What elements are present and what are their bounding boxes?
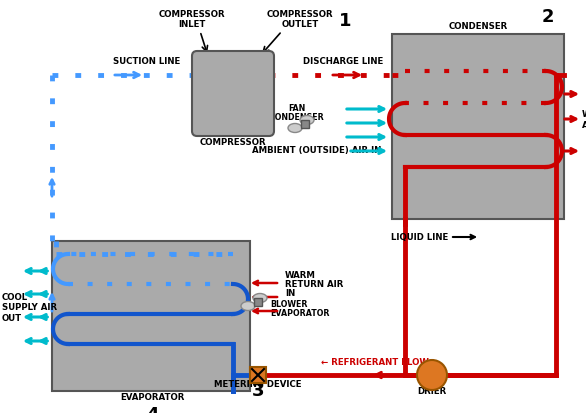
Ellipse shape <box>241 302 255 311</box>
Text: AMBIENT (OUTSIDE) AIR IN: AMBIENT (OUTSIDE) AIR IN <box>252 145 381 154</box>
Text: ← REFRIGERANT FLOW: ← REFRIGERANT FLOW <box>321 358 429 367</box>
Text: WARM
AIR OUT: WARM AIR OUT <box>582 110 586 129</box>
Text: EVAPORATOR: EVAPORATOR <box>270 308 329 317</box>
Text: 3: 3 <box>252 381 264 399</box>
Text: 2: 2 <box>541 8 554 26</box>
Bar <box>250 367 266 383</box>
Text: RETURN AIR: RETURN AIR <box>285 279 343 288</box>
Text: LIQUID LINE: LIQUID LINE <box>391 233 448 242</box>
Text: BLOWER: BLOWER <box>270 299 308 308</box>
Text: COMPRESSOR
INLET: COMPRESSOR INLET <box>159 10 225 29</box>
Text: FAN: FAN <box>288 104 306 113</box>
Text: DRIER: DRIER <box>417 386 447 395</box>
Text: COOL
SUPPLY AIR
OUT: COOL SUPPLY AIR OUT <box>2 292 57 322</box>
Text: METERING DEVICE: METERING DEVICE <box>214 379 302 388</box>
Circle shape <box>417 360 447 390</box>
Text: COMPRESSOR
OUTLET: COMPRESSOR OUTLET <box>267 10 333 29</box>
Text: IN: IN <box>285 288 295 297</box>
Bar <box>52 242 250 391</box>
Text: SUCTION LINE: SUCTION LINE <box>113 57 180 66</box>
Text: CONDENSER: CONDENSER <box>270 113 325 122</box>
Text: 4: 4 <box>146 405 158 413</box>
Text: WARM: WARM <box>285 271 316 279</box>
FancyBboxPatch shape <box>192 52 274 137</box>
Bar <box>392 35 564 219</box>
Text: EVAPORATOR: EVAPORATOR <box>120 392 184 401</box>
Bar <box>301 121 309 129</box>
Ellipse shape <box>288 124 302 133</box>
Text: CONDENSER: CONDENSER <box>448 22 507 31</box>
Text: 1: 1 <box>339 12 351 30</box>
Bar <box>254 298 262 306</box>
Ellipse shape <box>300 116 314 125</box>
Ellipse shape <box>253 294 267 303</box>
Text: COMPRESSOR: COMPRESSOR <box>200 138 266 147</box>
Text: DISCHARGE LINE: DISCHARGE LINE <box>303 57 383 66</box>
